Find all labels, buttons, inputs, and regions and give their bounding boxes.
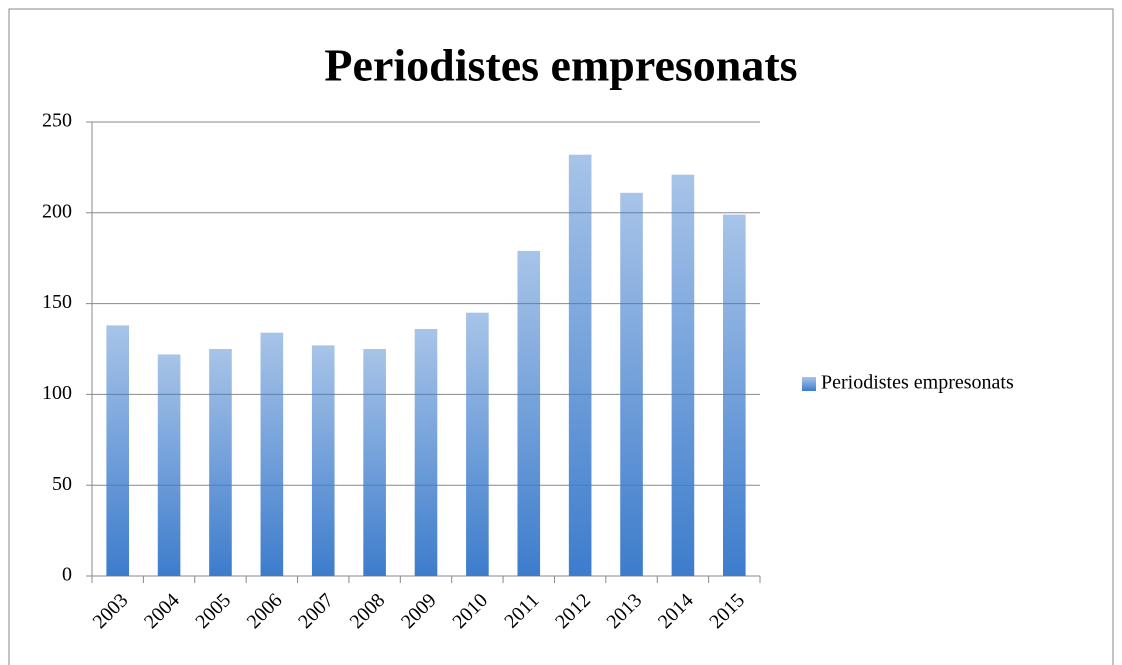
bar — [466, 312, 489, 576]
bar — [517, 250, 541, 576]
y-tick-label: 0 — [62, 564, 72, 586]
bar — [209, 349, 232, 576]
bar — [723, 214, 746, 576]
y-tick-label: 50 — [52, 473, 72, 495]
y-tick-label: 200 — [42, 200, 72, 222]
legend-label: Periodistes empresonats — [821, 372, 1014, 394]
bar — [260, 332, 284, 576]
chart-title: Periodistes empresonats — [324, 40, 797, 91]
chart-frame — [8, 8, 1114, 665]
bar — [568, 154, 592, 577]
bar — [157, 354, 181, 576]
bar — [414, 329, 438, 576]
bar — [106, 325, 129, 576]
bar — [620, 192, 643, 576]
y-tick-label: 150 — [42, 291, 72, 313]
legend-swatch — [802, 377, 816, 391]
y-tick-label: 100 — [42, 382, 72, 404]
bar — [311, 345, 335, 576]
bar — [363, 349, 386, 576]
y-tick-label: 250 — [42, 110, 72, 132]
bar — [671, 174, 695, 576]
